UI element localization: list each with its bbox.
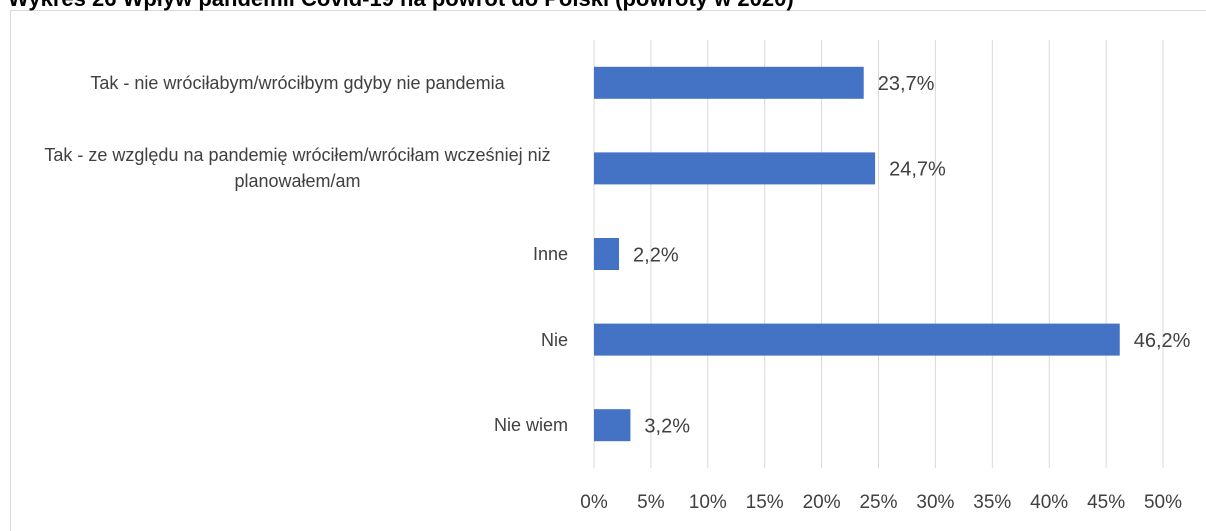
category-label: Tak - ze względu na pandemię wróciłem/wr… <box>44 145 551 192</box>
bar <box>594 66 864 99</box>
bar <box>594 323 1120 356</box>
value-label: 46,2% <box>1134 330 1191 352</box>
x-tick-label: 45% <box>1087 492 1125 513</box>
value-label: 23,7% <box>878 73 935 95</box>
x-tick-label: 30% <box>916 492 954 513</box>
bar <box>594 152 876 185</box>
x-tick-label: 35% <box>973 492 1011 513</box>
bar <box>594 409 631 442</box>
category-label: Nie <box>540 329 568 350</box>
value-label: 2,2% <box>633 244 679 266</box>
x-tick-label: 5% <box>637 492 665 513</box>
x-tick-label: 40% <box>1030 492 1068 513</box>
chart-title: Wykres 26 Wpływ pandemii Covid-19 na pow… <box>8 0 794 12</box>
x-tick-label: 50% <box>1144 492 1182 513</box>
x-tick-label: 20% <box>803 492 841 513</box>
x-tick-label: 25% <box>859 492 897 513</box>
category-label: Tak - nie wróciłabym/wróciłbym gdyby nie… <box>90 72 505 93</box>
x-tick-label: 15% <box>746 492 784 513</box>
bar <box>594 238 620 270</box>
category-label: Nie wiem <box>493 415 568 436</box>
category-label: Inne <box>532 244 568 264</box>
value-label: 3,2% <box>644 415 690 437</box>
x-tick-label: 0% <box>580 492 608 513</box>
chart-frame <box>10 10 1206 531</box>
x-tick-label: 10% <box>689 492 727 513</box>
value-label: 24,7% <box>889 159 946 181</box>
